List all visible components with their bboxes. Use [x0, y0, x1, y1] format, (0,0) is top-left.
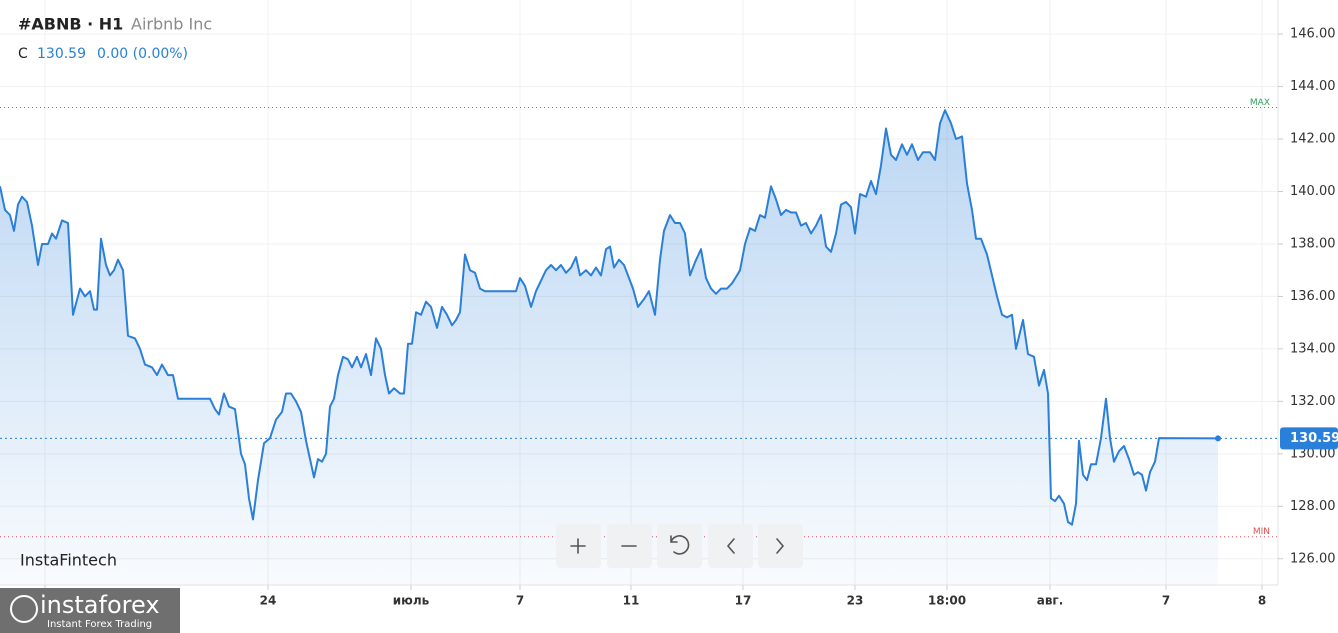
- y-tick-label: 132.00: [1290, 394, 1336, 409]
- instrument-name: Airbnb Inc: [131, 15, 212, 34]
- last-price-tag: [1280, 427, 1338, 450]
- y-tick-label: 128.00: [1290, 499, 1336, 514]
- y-tick-label: 146.00: [1290, 27, 1336, 42]
- x-tick-label: июль: [393, 594, 430, 608]
- logo-tagline: Instant Forex Trading: [47, 619, 152, 630]
- y-tick-label: 126.00: [1290, 551, 1336, 566]
- x-tick-label: 7: [516, 594, 524, 608]
- x-tick-label: 23: [847, 594, 864, 608]
- min-line-label: MIN: [1253, 527, 1270, 537]
- price-change: 0.00 (0.00%): [97, 46, 188, 62]
- y-tick-label: 130.00: [1290, 446, 1336, 461]
- x-tick-label: 8: [1258, 594, 1266, 608]
- logo: instaforex Instant Forex Trading: [0, 588, 180, 633]
- scroll-left-button[interactable]: [708, 524, 753, 568]
- reset-button[interactable]: [657, 524, 702, 568]
- max-line-label: MAX: [1250, 98, 1270, 108]
- zoom-in-button[interactable]: [556, 524, 601, 568]
- y-tick-label: 134.00: [1290, 341, 1336, 356]
- y-tick-label: 144.00: [1290, 79, 1336, 94]
- x-tick-label: 18:00: [928, 594, 966, 608]
- y-tick-label: 138.00: [1290, 236, 1336, 251]
- area-fill: [0, 110, 1218, 585]
- x-tick-label: 24: [260, 594, 277, 608]
- x-tick-label: 7: [1162, 594, 1170, 608]
- watermark: InstaFintech: [20, 551, 117, 570]
- y-tick-label: 142.00: [1290, 132, 1336, 147]
- scroll-right-button[interactable]: [758, 524, 803, 568]
- last-price-tag-label: 130.59: [1290, 431, 1338, 446]
- x-tick-label: 11: [623, 594, 640, 608]
- y-tick-label: 136.00: [1290, 289, 1336, 304]
- logo-text: instaforex: [40, 591, 160, 619]
- y-tick-label: 140.00: [1290, 184, 1336, 199]
- close-price: 130.59: [37, 46, 86, 62]
- zoom-out-button[interactable]: [607, 524, 652, 568]
- x-tick-label: 17: [735, 594, 752, 608]
- symbol: #ABNB · H1: [18, 15, 123, 34]
- ohlc-label: C: [18, 46, 28, 62]
- last-point: [1215, 435, 1221, 442]
- price-line: [0, 109, 1219, 526]
- x-tick-label: авг.: [1037, 594, 1064, 608]
